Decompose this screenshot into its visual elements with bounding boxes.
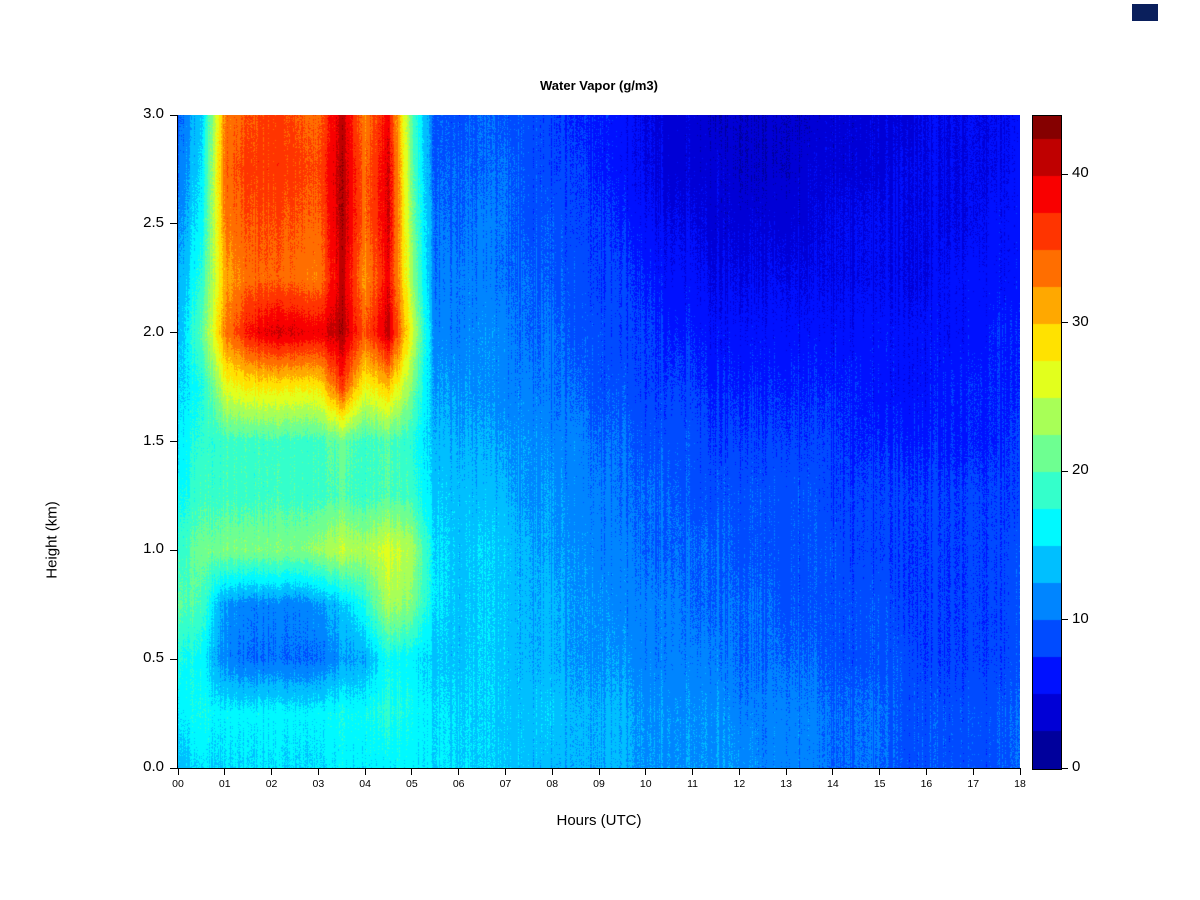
x-tick-label: 03 bbox=[312, 778, 325, 790]
x-tick-mark bbox=[411, 769, 413, 775]
x-tick-mark bbox=[645, 769, 647, 775]
y-tick-mark bbox=[170, 114, 178, 116]
x-axis-title: Hours (UTC) bbox=[556, 812, 642, 829]
y-tick-mark bbox=[170, 549, 178, 551]
heatmap-canvas bbox=[178, 115, 1020, 768]
x-axis-line bbox=[177, 768, 1021, 769]
x-tick-label: 09 bbox=[593, 778, 605, 790]
y-tick-mark bbox=[170, 441, 178, 442]
x-tick-mark bbox=[177, 769, 179, 775]
y-tick-label: 1.5 bbox=[143, 431, 164, 449]
x-tick-mark bbox=[271, 769, 273, 775]
x-tick-mark bbox=[692, 769, 694, 775]
y-tick-mark bbox=[170, 223, 178, 225]
colorbar-tick-mark bbox=[1062, 767, 1068, 769]
x-tick-mark bbox=[364, 769, 366, 775]
y-tick-mark bbox=[170, 658, 178, 660]
x-tick-mark bbox=[224, 769, 226, 775]
y-axis-title: Height (km) bbox=[43, 501, 61, 579]
colorbar-tick-mark bbox=[1062, 322, 1068, 324]
x-tick-label: 05 bbox=[406, 778, 418, 790]
x-tick-label: 08 bbox=[546, 778, 559, 790]
x-tick-mark bbox=[1019, 769, 1021, 775]
colorbar-tick-label: 0 bbox=[1072, 758, 1081, 775]
colorbar-tick-label: 40 bbox=[1072, 164, 1089, 182]
y-tick-label: 3.0 bbox=[143, 105, 164, 122]
x-tick-label: 18 bbox=[1014, 778, 1026, 790]
x-tick-label: 01 bbox=[218, 778, 231, 790]
x-tick-label: 13 bbox=[780, 778, 792, 790]
y-tick-label: 0.5 bbox=[143, 649, 164, 667]
y-axis-line bbox=[177, 115, 178, 769]
x-tick-label: 11 bbox=[687, 778, 698, 790]
x-tick-mark bbox=[972, 769, 974, 775]
colorbar bbox=[1032, 115, 1062, 770]
x-tick-label: 16 bbox=[920, 778, 933, 790]
x-tick-mark bbox=[504, 769, 506, 775]
x-tick-mark bbox=[458, 769, 460, 775]
x-tick-label: 04 bbox=[359, 778, 371, 790]
x-tick-mark bbox=[925, 769, 927, 775]
x-tick-mark bbox=[785, 769, 787, 775]
colorbar-tick-label: 20 bbox=[1072, 461, 1089, 479]
y-tick-mark bbox=[170, 767, 178, 769]
x-tick-label: 00 bbox=[172, 778, 184, 790]
x-tick-mark bbox=[832, 769, 834, 775]
x-tick-mark bbox=[879, 769, 881, 775]
colorbar-tick-mark bbox=[1062, 619, 1068, 621]
chart-title: Water Vapor (g/m3) bbox=[540, 78, 658, 93]
heatmap-plot bbox=[178, 115, 1020, 768]
y-tick-label: 1.0 bbox=[143, 540, 164, 558]
colorbar-canvas bbox=[1033, 116, 1061, 769]
colorbar-tick-mark bbox=[1062, 173, 1068, 175]
x-tick-label: 15 bbox=[873, 778, 886, 790]
x-tick-label: 02 bbox=[265, 778, 278, 790]
x-tick-mark bbox=[738, 769, 740, 775]
x-tick-mark bbox=[317, 769, 319, 775]
colorbar-tick-label: 30 bbox=[1072, 312, 1089, 330]
y-tick-label: 2.0 bbox=[143, 322, 164, 340]
colorbar-tick-label: 10 bbox=[1072, 609, 1089, 627]
x-tick-label: 07 bbox=[499, 778, 512, 790]
x-tick-label: 14 bbox=[827, 778, 839, 790]
colorbar-tick-mark bbox=[1062, 470, 1068, 472]
x-tick-label: 06 bbox=[452, 778, 465, 790]
x-tick-label: 17 bbox=[967, 778, 980, 790]
x-tick-mark bbox=[598, 769, 600, 775]
y-tick-label: 2.5 bbox=[143, 213, 164, 231]
x-tick-label: 12 bbox=[733, 778, 746, 790]
corner-artifact bbox=[1132, 4, 1158, 21]
y-tick-label: 0.0 bbox=[143, 758, 164, 775]
x-tick-label: 10 bbox=[639, 778, 652, 790]
x-tick-mark bbox=[551, 769, 553, 775]
y-tick-mark bbox=[170, 332, 178, 334]
